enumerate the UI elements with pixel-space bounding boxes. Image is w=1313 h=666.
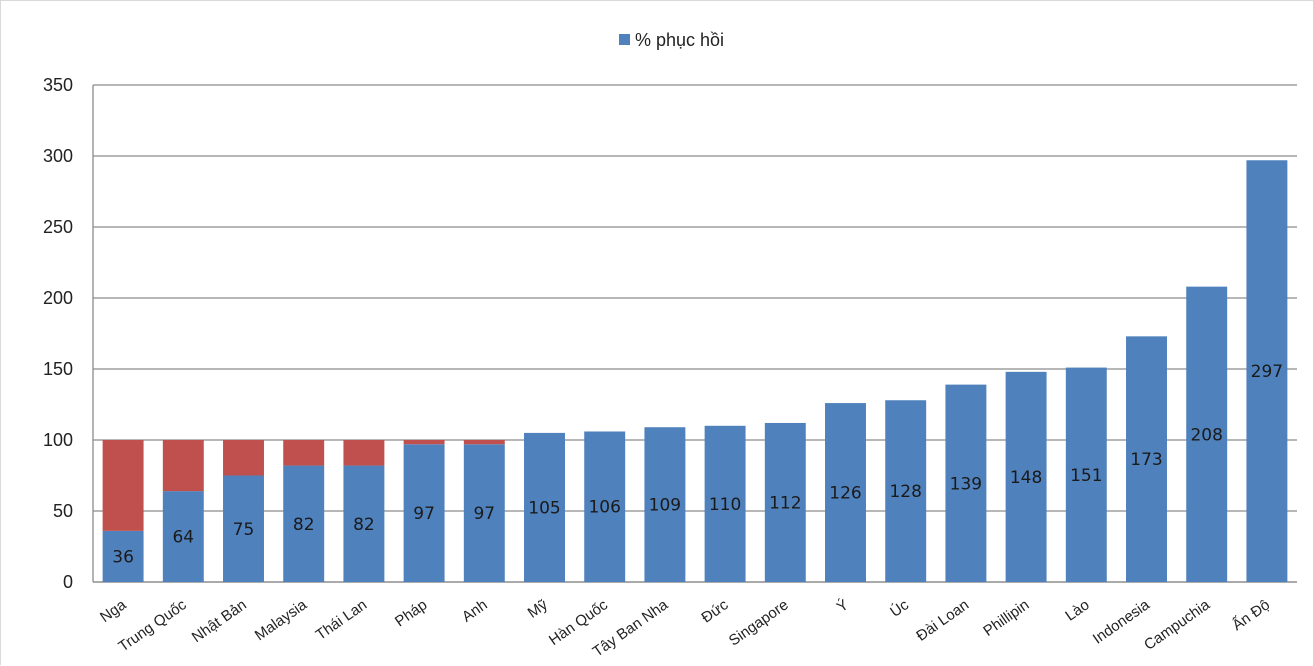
y-tick-label: 250 [43, 217, 73, 237]
data-label: 128 [889, 482, 921, 502]
y-tick-label: 0 [63, 572, 73, 592]
x-tick-label: Campuchia [1141, 596, 1213, 654]
y-tick-label: 300 [43, 146, 73, 166]
bar [102, 530, 144, 582]
data-label: 82 [293, 515, 315, 535]
shortfall-bar [403, 440, 445, 445]
shortfall-bar [162, 440, 204, 492]
bar [162, 491, 204, 582]
bar [1005, 371, 1047, 582]
x-tick-label: Ý [834, 596, 852, 616]
bar [343, 465, 385, 582]
x-tick-label: Lào [1062, 596, 1092, 624]
data-label: 297 [1251, 362, 1283, 382]
x-tick-label: Đài Loan [913, 596, 972, 644]
legend-swatch [619, 34, 630, 45]
y-tick-label: 200 [43, 288, 73, 308]
data-label: 148 [1010, 468, 1042, 488]
y-tick-label: 100 [43, 430, 73, 450]
data-label: 75 [233, 520, 255, 540]
x-tick-label: Ấn Độ [1229, 596, 1273, 634]
data-label: 112 [769, 493, 801, 513]
bar [1126, 336, 1167, 582]
x-tick-label: Đức [698, 596, 731, 626]
data-label: 139 [950, 474, 982, 494]
data-label: 97 [473, 504, 495, 524]
legend-label: % phục hồi [635, 30, 724, 50]
y-axis: 0 50 100 150 200 250 300 350 [43, 75, 94, 592]
shortfall-bar [283, 440, 325, 466]
legend: % phục hồi [619, 30, 724, 50]
gridlines [93, 84, 1297, 583]
x-tick-label: Trung Quốc [115, 596, 190, 655]
bar [463, 444, 505, 582]
shortfall-bar [223, 440, 264, 476]
data-labels: 36 64 75 82 82 97 97 105 106 109 110 112 126 128 139 14… [112, 362, 1283, 567]
x-tick-label: Malaysia [252, 596, 311, 644]
data-label: 208 [1190, 425, 1222, 445]
bar [885, 400, 927, 582]
data-label: 64 [172, 528, 194, 548]
y-tick-label: 350 [43, 75, 73, 95]
bar [524, 432, 565, 582]
bar [403, 444, 445, 582]
data-label: 97 [413, 504, 435, 524]
data-label: 106 [588, 498, 620, 518]
bar [825, 403, 866, 582]
x-tick-label: Pháp [392, 596, 430, 630]
data-label: 82 [353, 515, 375, 535]
data-label: 109 [649, 496, 681, 516]
x-tick-label: Nga [97, 596, 130, 626]
shortfall-bar [343, 440, 385, 466]
x-tick-label: Mỹ [525, 596, 552, 622]
data-label: 105 [528, 498, 560, 518]
bar [704, 425, 746, 582]
x-tick-label: Singapore [726, 596, 792, 649]
data-label: 173 [1130, 450, 1162, 470]
data-label: 110 [709, 495, 741, 515]
shortfall-bar [463, 440, 505, 445]
x-tick-label: Phillipin [980, 596, 1032, 640]
bar [764, 422, 806, 582]
x-tick-label: Thái Lan [313, 596, 371, 643]
x-tick-label: Úc [887, 596, 912, 621]
shortfall-bar [102, 440, 144, 531]
x-tick-label: Anh [459, 596, 491, 625]
bar [1246, 160, 1288, 582]
x-tick-label: Nhật Bản [189, 596, 250, 646]
y-tick-label: 150 [43, 359, 73, 379]
data-label: 126 [829, 484, 861, 504]
bar [283, 465, 325, 582]
bar [945, 384, 987, 582]
data-label: 36 [112, 547, 134, 567]
bar [223, 475, 264, 582]
bar [1186, 286, 1228, 582]
bars [102, 160, 1288, 582]
data-label: 151 [1070, 466, 1102, 486]
bar [584, 431, 626, 582]
bar [644, 427, 686, 582]
bar [1065, 367, 1107, 582]
y-tick-label: 50 [53, 501, 73, 521]
